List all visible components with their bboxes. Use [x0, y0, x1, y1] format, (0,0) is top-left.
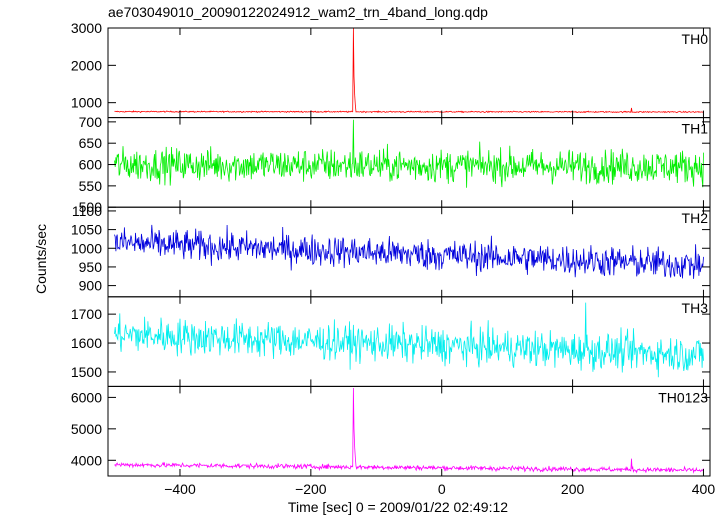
x-tick-label: −400	[164, 481, 196, 497]
series-line-th3	[114, 302, 704, 378]
y-tick-label: 600	[79, 157, 103, 173]
y-tick-label: 950	[79, 259, 103, 275]
y-tick-label: 2000	[71, 57, 102, 73]
panel-th0123: 4000 5000 6000 TH0123	[71, 385, 711, 477]
y-tick-label: 500	[79, 199, 103, 215]
x-axis-label: Time [sec] 0 = 2009/01/22 02:49:12	[288, 499, 508, 515]
y-tick-label: 1050	[71, 222, 102, 238]
series-line-th0	[114, 28, 704, 114]
panel-label: TH0123	[658, 389, 708, 405]
panel-th0: 1000 2000 3000 TH0	[71, 20, 711, 119]
series-line-th2	[114, 224, 704, 279]
y-tick-label: 700	[79, 114, 103, 130]
y-axis-label: Counts/sec	[33, 224, 49, 294]
chart-title: ae703049010_20090122024912_wam2_trn_4ban…	[108, 4, 488, 20]
panel-frame	[107, 385, 711, 477]
x-tick-label: 400	[692, 481, 716, 497]
panel-th1: 500 550 600 650 700 TH1	[79, 114, 711, 215]
y-tick-label: 1500	[71, 364, 102, 380]
y-tick-label: 1000	[71, 95, 102, 111]
panel-label: TH0	[682, 31, 709, 47]
panels-group: 1000 2000 3000 TH0 500 550 600 650 700 TH1 900 950 1…	[71, 20, 711, 477]
series-line-th1	[114, 119, 704, 188]
x-axis: −400 −200 0 200 400	[164, 481, 715, 497]
panel-frame	[107, 27, 711, 119]
y-tick-label: 6000	[71, 389, 102, 405]
y-tick-label: 1700	[71, 306, 102, 322]
panel-label: TH3	[682, 300, 709, 316]
y-tick-label: 550	[79, 178, 103, 194]
panel-th3: 1500 1600 1700 TH3	[71, 296, 711, 387]
panel-th2: 900 950 1000 1050 1100 TH2	[71, 203, 711, 298]
panel-label: TH2	[682, 210, 709, 226]
y-tick-label: 4000	[71, 452, 102, 468]
series-line-th0123	[114, 387, 704, 474]
y-tick-label: 900	[79, 278, 103, 294]
y-tick-label: 5000	[71, 421, 102, 437]
y-tick-label: 1600	[71, 335, 102, 351]
y-tick-label: 3000	[71, 20, 102, 36]
x-tick-label: 200	[561, 481, 585, 497]
panel-label: TH1	[682, 121, 709, 137]
y-tick-label: 650	[79, 135, 103, 151]
y-tick-label: 1100	[72, 203, 102, 219]
y-tick-label: 1000	[71, 240, 102, 256]
x-tick-label: 0	[438, 481, 446, 497]
x-tick-label: −200	[295, 481, 327, 497]
